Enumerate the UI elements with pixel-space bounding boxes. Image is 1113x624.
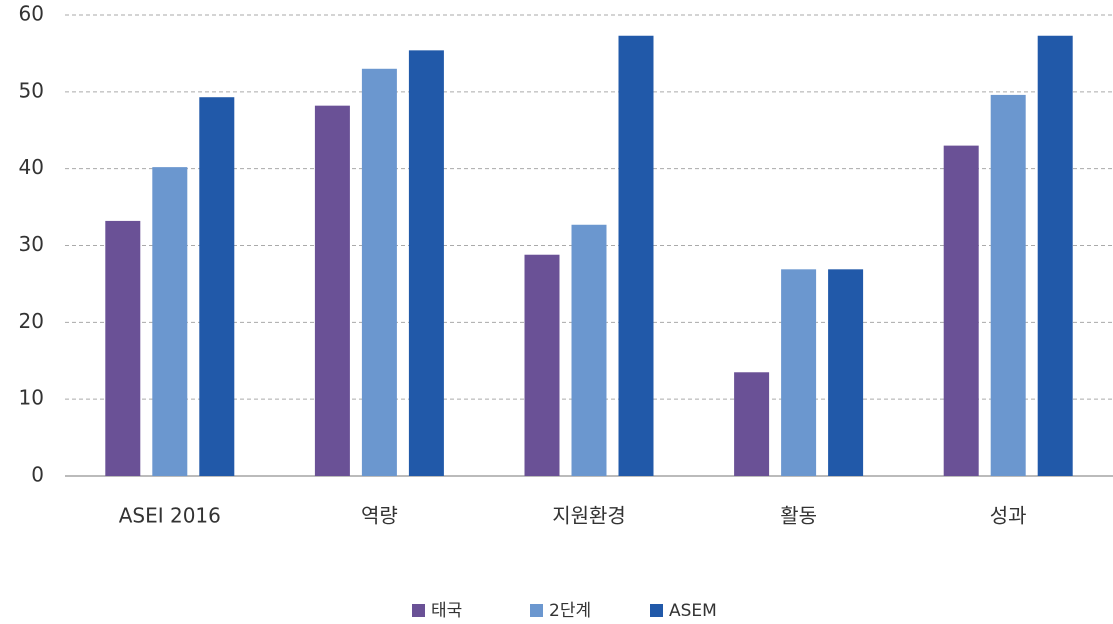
y-tick-label: 50 <box>19 78 44 102</box>
y-tick-label: 40 <box>19 155 44 179</box>
bar <box>571 224 607 476</box>
bar <box>618 35 654 477</box>
legend-swatch <box>412 604 425 617</box>
bar <box>781 269 817 476</box>
legend-label: ASEM <box>669 601 717 621</box>
legend-swatch <box>650 604 663 617</box>
legend-label: 태국 <box>431 601 462 621</box>
bar <box>361 68 397 477</box>
bar <box>734 372 770 476</box>
bar <box>199 97 235 476</box>
bar <box>943 145 979 476</box>
y-tick-label: 30 <box>19 232 44 256</box>
bar <box>1037 35 1073 477</box>
x-tick-label: 역량 <box>361 504 398 528</box>
bar <box>314 105 350 476</box>
x-tick-label: 지원환경 <box>552 504 626 528</box>
legend-label: 2단계 <box>549 601 591 621</box>
y-tick-label: 20 <box>19 309 44 333</box>
x-tick-label: ASEI 2016 <box>119 504 221 528</box>
x-tick-label: 성과 <box>990 504 1027 528</box>
bar <box>408 50 444 477</box>
bar <box>524 254 560 476</box>
legend-swatch <box>530 604 543 617</box>
y-tick-label: 60 <box>19 2 44 26</box>
y-tick-label: 10 <box>19 386 44 410</box>
x-tick-label: 활동 <box>780 504 817 528</box>
bar <box>152 167 188 476</box>
bar <box>828 269 864 476</box>
y-tick-label: 0 <box>31 463 44 487</box>
bar <box>105 220 141 476</box>
bar <box>990 94 1026 476</box>
